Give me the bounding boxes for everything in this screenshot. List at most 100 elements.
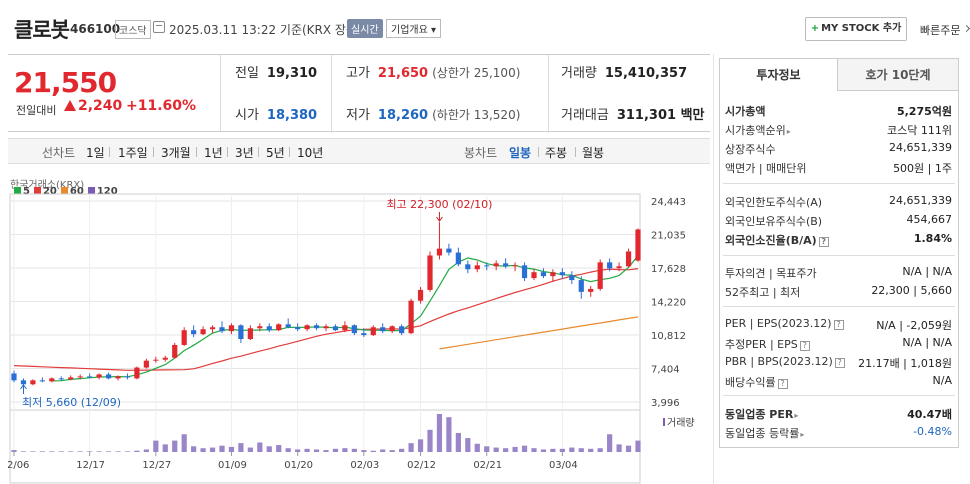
period-1w[interactable]: 1주일: [118, 146, 148, 160]
info-row-label-text: 액면가 | 매매단위: [725, 162, 807, 175]
help-icon[interactable]: ?: [834, 358, 845, 368]
info-row-label-text: 추정PER | EPS: [725, 338, 798, 351]
info-row-value: 5,275억원: [896, 105, 952, 118]
volume-bar: [247, 447, 253, 452]
candle-body: [607, 262, 613, 269]
info-row-label-text: 시가총액순위: [725, 124, 786, 137]
candle-body: [465, 264, 471, 270]
chart-frame: [9, 193, 641, 484]
candle-daily[interactable]: 일봉: [509, 146, 532, 160]
row-divider: [723, 306, 955, 307]
add-my-stock-button[interactable]: + MY STOCK 추가: [805, 17, 907, 41]
price-change: 2,240: [64, 98, 122, 114]
tab-invest-info[interactable]: 투자정보: [720, 59, 838, 91]
period-3y[interactable]: 3년: [235, 146, 254, 160]
candle-body: [162, 357, 168, 360]
candle-body: [115, 376, 121, 379]
stat-amount: 거래대금 311,301 백만: [561, 108, 705, 123]
info-row-value: 40.47배: [907, 408, 952, 421]
info-row-value: -0.48%: [913, 425, 952, 438]
x-tick-label: 02/03: [350, 460, 379, 471]
row-divider: [723, 183, 955, 184]
line-chart-label: 선차트: [42, 146, 76, 160]
info-row: 52주최고 | 최저 22,300 | 5,660: [720, 282, 958, 300]
help-icon[interactable]: ?: [777, 379, 788, 389]
candle-body: [559, 272, 565, 276]
help-icon[interactable]: ?: [799, 341, 810, 351]
candle-body: [389, 326, 395, 332]
info-row-label: 투자의견 | 목표주가: [725, 265, 817, 281]
chevron-right-icon[interactable]: ▸: [794, 411, 799, 420]
panel-tabs: 투자정보 호가 10단계: [720, 59, 958, 91]
period-3m[interactable]: 3개월: [161, 146, 191, 160]
y-tick-label: 21,035: [651, 231, 686, 242]
volume-bar: [455, 433, 461, 452]
period-10y[interactable]: 10년: [297, 146, 324, 160]
volume-bar: [87, 451, 93, 452]
info-row: 상장주식수 24,651,339: [720, 139, 958, 157]
candle-body: [266, 326, 272, 331]
quick-order-link[interactable]: 빠른주문: [920, 24, 961, 37]
volume-bar: [134, 450, 140, 452]
volume-bar: [408, 443, 414, 452]
volume-bar: [417, 439, 424, 452]
help-icon[interactable]: ?: [833, 320, 844, 330]
help-icon[interactable]: ?: [818, 237, 829, 247]
stat-volume: 거래량 15,410,357: [561, 66, 688, 81]
x-tick-label: 12/06: [8, 460, 29, 471]
ma5-line: [51, 255, 639, 382]
legend-label: 5: [23, 186, 30, 197]
min-annotation: 최저 5,660 (12/09): [22, 396, 121, 409]
volume-bar: [105, 451, 112, 452]
volume-bar: [446, 417, 452, 452]
info-row-label-text: 52주최고 | 최저: [725, 286, 801, 299]
info-row: 시가총액순위▸ 코스닥 111위: [720, 120, 958, 138]
candle-weekly[interactable]: 주봉: [545, 146, 568, 160]
period-5y[interactable]: 5년: [266, 146, 285, 160]
plus-icon: +: [810, 23, 820, 34]
candle-body: [313, 325, 320, 329]
volume-bar: [304, 448, 310, 452]
max-annotation: 최고 22,300 (02/10): [386, 198, 492, 211]
volume-bar: [540, 449, 547, 452]
info-row-label: 외국인소진율(B/A)?: [725, 232, 829, 248]
volume-bar: [465, 438, 471, 452]
info-row-label: 외국인보유주식수(B): [725, 213, 822, 229]
period-1y[interactable]: 1년: [204, 146, 223, 160]
x-tick-label: 12/17: [76, 460, 105, 471]
chevron-right-icon[interactable]: ▸: [800, 430, 805, 439]
period-1d[interactable]: 1일: [86, 146, 105, 160]
info-row-label: PER | EPS(2023.12)?: [725, 317, 844, 330]
legend-swatch: [87, 187, 95, 194]
volume-bar: [550, 448, 556, 452]
volume-bar: [276, 445, 282, 452]
volume-bar: [521, 445, 528, 452]
volume-bar: [39, 451, 45, 452]
candle-monthly[interactable]: 월봉: [582, 146, 605, 160]
volume-bar: [200, 448, 206, 452]
chevron-right-icon[interactable]: ▸: [786, 127, 791, 136]
candle-body: [569, 275, 575, 281]
candle-body: [427, 255, 433, 290]
market-badge: 코스닥: [115, 20, 151, 39]
price-change-value: 2,240: [78, 98, 123, 114]
info-row: 추정PER | EPS? N/A | N/A: [720, 334, 958, 352]
candle-body: [503, 263, 509, 267]
volume-bar: [399, 448, 405, 452]
tab-order-book[interactable]: 호가 10단계: [838, 59, 958, 91]
info-row: 외국인한도주식수(A) 24,651,339: [720, 192, 958, 210]
candle-body: [588, 288, 594, 292]
candle-body: [276, 324, 282, 331]
info-row-label-text: 외국인소진율(B/A): [725, 234, 817, 247]
volume-bar: [209, 447, 216, 452]
info-row-label: 상장주식수: [725, 141, 776, 157]
candle-body: [134, 367, 140, 379]
row-divider: [723, 255, 955, 256]
info-row-label-text: 외국인한도주식수(A): [725, 196, 823, 209]
candle-body: [153, 359, 159, 361]
candle-body: [597, 262, 603, 289]
volume-label: 거래량: [667, 417, 695, 429]
candle-body: [143, 360, 149, 368]
company-info-select[interactable]: 기업개요 ▾: [386, 19, 441, 38]
volume-bar: [588, 448, 594, 452]
